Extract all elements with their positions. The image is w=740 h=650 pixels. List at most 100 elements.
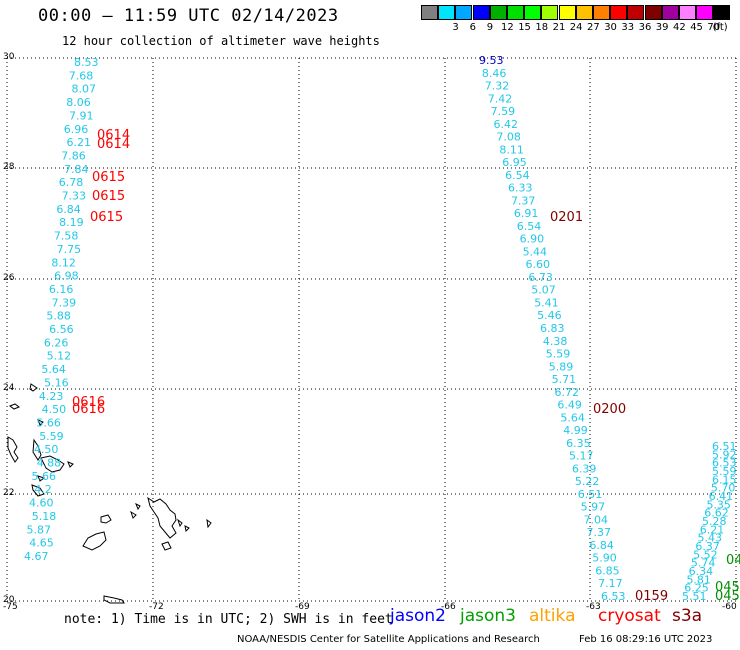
- legend-label: 70: [707, 22, 721, 33]
- island-coastline: [130, 510, 137, 519]
- middle-track-swh-value: 7.32: [485, 80, 510, 93]
- latitude-label: 26: [3, 273, 15, 283]
- right-track-swh-value: 6.21: [700, 523, 725, 536]
- legend-label: 33: [621, 22, 635, 33]
- longitude-label: -63: [586, 602, 601, 612]
- latitude-label: 30: [3, 52, 15, 62]
- credit-footer: NOAA/NESDIS Center for Satellite Applica…: [237, 634, 540, 645]
- left-track-time-label: 0616: [72, 395, 105, 410]
- left-track-swh-value: 5.66: [31, 470, 55, 483]
- island-coastline: [103, 595, 125, 604]
- legend-swatch: [421, 5, 438, 20]
- legend-label: 39: [655, 22, 669, 33]
- middle-track-swh-value: 5.64: [560, 411, 585, 424]
- middle-track-swh-value: 6.54: [505, 169, 529, 182]
- island-coastline: [82, 531, 107, 551]
- longitude-label: -66: [441, 602, 456, 612]
- legend-label: 3: [452, 22, 459, 33]
- left-track-swh-value: 6.96: [64, 123, 89, 136]
- middle-track-swh-value: 6.54: [517, 220, 542, 233]
- island-coastline: [100, 514, 112, 524]
- latitude-label: 24: [3, 383, 15, 393]
- longitude-label: -69: [295, 602, 310, 612]
- legend-unit: (ft): [712, 22, 728, 33]
- middle-track-swh-value: 6.35: [566, 437, 591, 450]
- left-track-time-label: 0614: [97, 128, 130, 143]
- left-track-swh-value: 7.39: [52, 296, 77, 309]
- middle-track-swh-value: 6.90: [520, 233, 545, 246]
- time-range-title: 00:00 – 11:59 UTC 02/14/2023: [38, 6, 339, 26]
- satellite-name-s3a: s3a: [672, 606, 703, 626]
- middle-track-swh-value: 5.59: [546, 348, 571, 361]
- right-track-swh-value: 5.74: [691, 557, 716, 570]
- left-track-swh-value: 8.19: [59, 216, 84, 229]
- left-track-swh-value: 4.50: [34, 443, 59, 456]
- graticule: [6, 57, 737, 602]
- right-track-swh-value: 6.25: [684, 582, 709, 595]
- latitude-label: 22: [3, 488, 15, 498]
- legend-label: 12: [501, 22, 514, 33]
- left-track-time-label: 0615: [92, 189, 125, 204]
- middle-track-swh-value: 7.04: [584, 513, 609, 526]
- legend-swatch: [610, 5, 628, 20]
- legend-swatch: [627, 5, 645, 20]
- left-track-swh-value: 5.87: [26, 523, 51, 536]
- middle-track-swh-value: 6.95: [502, 156, 527, 169]
- right-track-swh-value: 5.35: [706, 498, 731, 511]
- island-coastline: [7, 436, 19, 463]
- middle-track-swh-value: 5.07: [531, 284, 556, 297]
- legend-swatch: [593, 5, 610, 20]
- island-coastline: [177, 518, 183, 528]
- middle-track-swh-value: 6.83: [540, 322, 565, 335]
- left-track-time-label: 0615: [90, 210, 123, 225]
- middle-track-time-label: 0159: [635, 589, 668, 604]
- legend-swatch: [696, 5, 714, 20]
- left-track-time-label: 0616: [72, 402, 105, 417]
- legend-swatch: [541, 5, 559, 20]
- middle-track-swh-value: 5.44: [523, 245, 548, 258]
- left-track-swh-value: 4.88: [37, 457, 62, 470]
- latitude-label: 28: [3, 162, 15, 172]
- left-track-swh-value: 7.75: [57, 243, 81, 256]
- longitude-label: -72: [149, 602, 164, 612]
- island-coastlines: [7, 383, 212, 604]
- middle-track-swh-value: 7.17: [598, 577, 623, 590]
- middle-track-swh-value: 6.73: [528, 271, 553, 284]
- legend-swatch: [661, 5, 679, 20]
- right-track-swh-value: 6.15: [712, 473, 737, 486]
- right-track-swh-value: 5.70: [711, 482, 736, 495]
- left-track-swh-value: 4.23: [39, 390, 64, 403]
- left-track-swh-value: 7.84: [64, 163, 89, 176]
- right-track-swh-value: 5.51: [682, 590, 707, 603]
- left-track-swh-value: 5.18: [32, 510, 56, 523]
- right-track-swh-value: 5.81: [686, 573, 711, 586]
- middle-track-swh-value: 7.59: [491, 105, 515, 118]
- middle-track-swh-value: 8.46: [482, 67, 507, 80]
- left-track-swh-value: 6.98: [54, 270, 79, 283]
- collection-subtitle: 12 hour collection of altimeter wave hei…: [62, 34, 380, 48]
- middle-track-swh-value: 6.39: [572, 462, 597, 475]
- right-track-swh-value: 5.43: [698, 532, 723, 545]
- middle-track-swh-value: 5.17: [569, 450, 594, 463]
- left-track-swh-value: 4.67: [24, 550, 49, 563]
- left-track-swh-value: 6.21: [67, 136, 92, 149]
- left-track-swh-value: 4.50: [42, 403, 67, 416]
- middle-track-swh-value: 6.42: [494, 118, 519, 131]
- island-coastline: [40, 455, 65, 473]
- middle-track-swh-value: 8.11: [499, 143, 524, 156]
- island-coastline: [67, 461, 74, 468]
- legend-label: 18: [535, 22, 549, 33]
- satellite-name-altika: altika: [529, 606, 576, 626]
- left-track-swh-value: 7.58: [54, 230, 79, 243]
- left-track-swh-value: 4.2: [34, 483, 52, 496]
- left-track-swh-value: 6.78: [59, 176, 83, 189]
- left-track-swh-value: 6.56: [49, 323, 73, 336]
- middle-track-swh-value: 7.37: [586, 526, 611, 539]
- middle-track-swh-value: 6.49: [557, 399, 582, 412]
- legend-swatch: [713, 5, 731, 20]
- legend-label: 30: [604, 22, 617, 33]
- left-track-swh-value: 5.66: [36, 416, 61, 429]
- middle-track-swh-value: 4.99: [563, 424, 588, 437]
- middle-track-swh-value: 7.42: [488, 92, 513, 105]
- middle-track-swh-value: 6.33: [508, 182, 533, 195]
